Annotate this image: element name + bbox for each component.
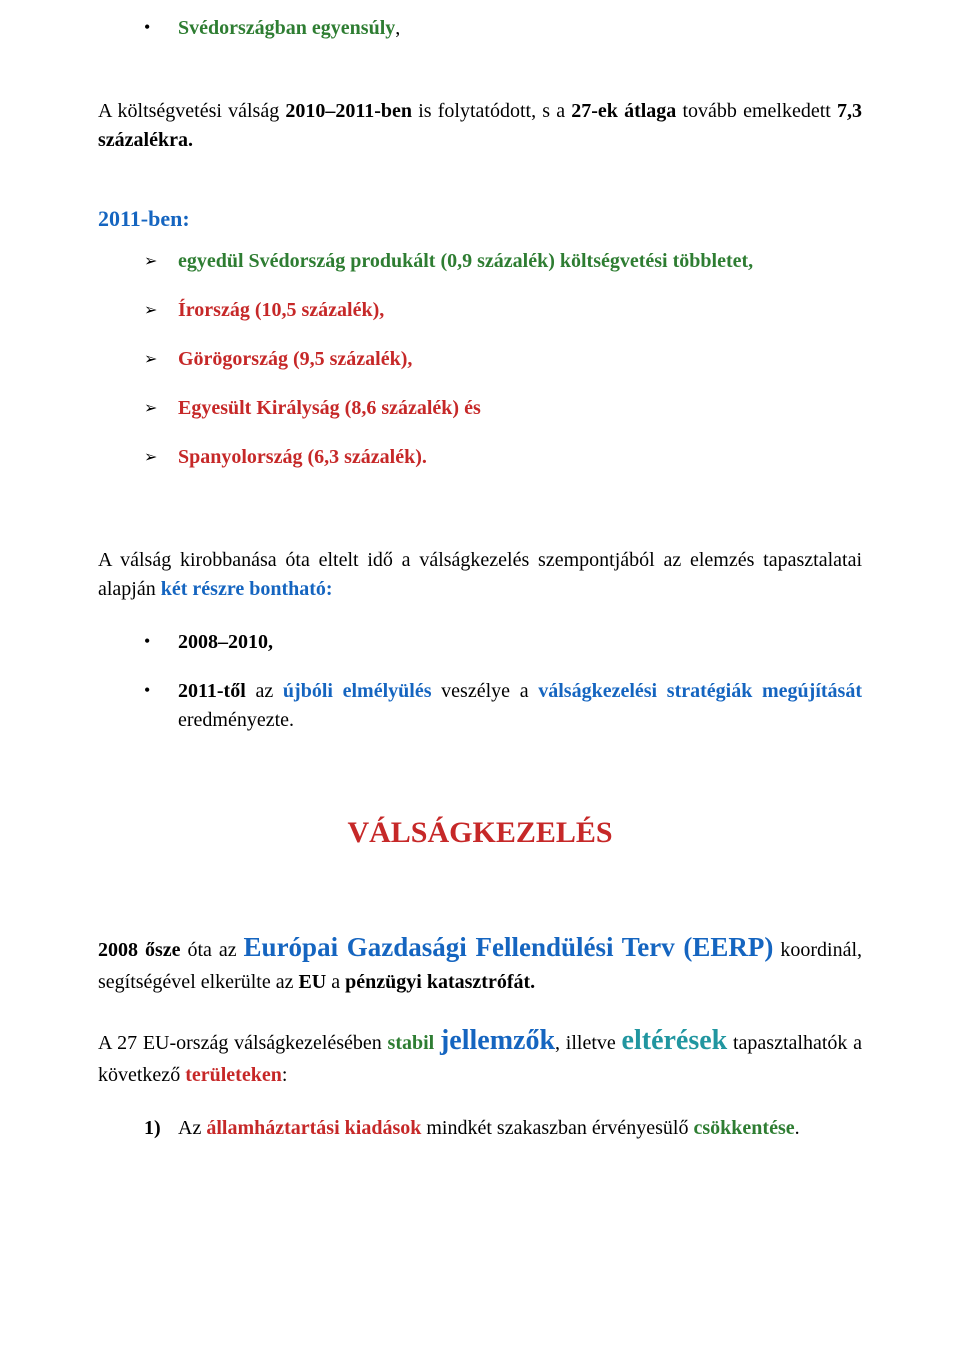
bullet-dot (144, 628, 178, 657)
p1-t2: 2010–2011-ben (285, 100, 412, 122)
arrow-icon (144, 345, 178, 374)
l4-c: mindkét szakaszban érvényesülő (421, 1117, 693, 1139)
l3-c: újbóli elmélyülés (283, 680, 432, 702)
number-marker: 1) (144, 1114, 178, 1143)
numbered-item-1: 1) Az államháztartási kiadások mindkét s… (144, 1114, 862, 1143)
heading-2011: 2011-ben: (98, 203, 862, 235)
arrow-icon (144, 443, 178, 472)
arrow-text: egyedül Svédország produkált (0,9 százal… (178, 247, 862, 276)
p4-c: jellemzők (440, 1025, 555, 1056)
p2-t2: két részre bontható: (161, 578, 333, 600)
p3-f: a (326, 971, 345, 993)
p3-g: pénzügyi katasztrófát. (345, 971, 535, 993)
arrow-text: Görögország (9,5 százalék), (178, 345, 862, 374)
bullet-text: 2008–2010, (178, 628, 862, 657)
p4-a: A 27 EU-ország válságkezelésében (98, 1032, 388, 1054)
l4-e: . (795, 1117, 800, 1139)
bullet-dot (144, 14, 178, 43)
p3-c: Európai Gazdasági Fellendülési Terv (EER… (244, 932, 774, 962)
p1-t4: 27-ek átlaga (571, 100, 676, 122)
arrow-text: Egyesült Királyság (8,6 százalék) és (178, 394, 862, 423)
p4-d: , illetve (555, 1032, 621, 1054)
p1-t5: tovább emelkedett (676, 100, 837, 122)
numbered-text: Az államháztartási kiadások mindkét szak… (178, 1114, 862, 1143)
l3-b: az (246, 680, 283, 702)
bullet-2008-2010: 2008–2010, (144, 628, 862, 657)
p4-e: eltérések (622, 1025, 728, 1056)
p4-g: területeken (185, 1064, 282, 1086)
comma: , (395, 17, 400, 39)
l3-a: 2011-től (178, 680, 246, 702)
l3-f: eredményezte. (178, 709, 294, 731)
bullet-2011-onward: 2011-től az újbóli elmélyülés veszélye a… (144, 677, 862, 735)
p4-b: stabil (388, 1032, 440, 1054)
arrow-spain: Spanyolország (6,3 százalék). (144, 443, 862, 472)
p4-h: : (282, 1064, 288, 1086)
arrow-greece: Görögország (9,5 százalék), (144, 345, 862, 374)
bullet-text: Svédországban egyensúly, (178, 14, 862, 43)
paragraph-budget-crisis: A költségvetési válság 2010–2011-ben is … (98, 97, 862, 155)
p3-a: 2008 ősze (98, 939, 181, 961)
arrow-text: Spanyolország (6,3 százalék). (178, 443, 862, 472)
paragraph-two-parts: A válság kirobbanása óta eltelt idő a vá… (98, 546, 862, 604)
section-title-valsagkezeles: VÁLSÁGKEZELÉS (98, 811, 862, 855)
bullet-text: 2011-től az újbóli elmélyülés veszélye a… (178, 677, 862, 735)
l4-b: államháztartási kiadások (206, 1117, 421, 1139)
l4-a: Az (178, 1117, 206, 1139)
p3-b: óta az (181, 939, 244, 961)
arrow-ireland: Írország (10,5 százalék), (144, 296, 862, 325)
bullet-dot (144, 677, 178, 735)
arrow-icon (144, 394, 178, 423)
bullet-sweden-balance: Svédországban egyensúly, (144, 14, 862, 43)
p1-t1: A költségvetési válság (98, 100, 285, 122)
paragraph-eerp: 2008 ősze óta az Európai Gazdasági Felle… (98, 928, 862, 996)
p3-e: EU (298, 971, 326, 993)
arrow-icon (144, 247, 178, 276)
l4-d: csökkentése (694, 1117, 795, 1139)
arrow-text: Írország (10,5 százalék), (178, 296, 862, 325)
arrow-icon (144, 296, 178, 325)
p1-t3: is folytatódott, s a (412, 100, 571, 122)
paragraph-27-eu: A 27 EU-ország válságkezelésében stabil … (98, 1021, 862, 1091)
sweden-balance: Svédországban egyensúly (178, 17, 395, 39)
arrow-sweden-surplus: egyedül Svédország produkált (0,9 százal… (144, 247, 862, 276)
l3-d: veszélye a (431, 680, 538, 702)
arrow-uk: Egyesült Királyság (8,6 százalék) és (144, 394, 862, 423)
l3-e: válságkezelési stratégiák megújítását (538, 680, 862, 702)
